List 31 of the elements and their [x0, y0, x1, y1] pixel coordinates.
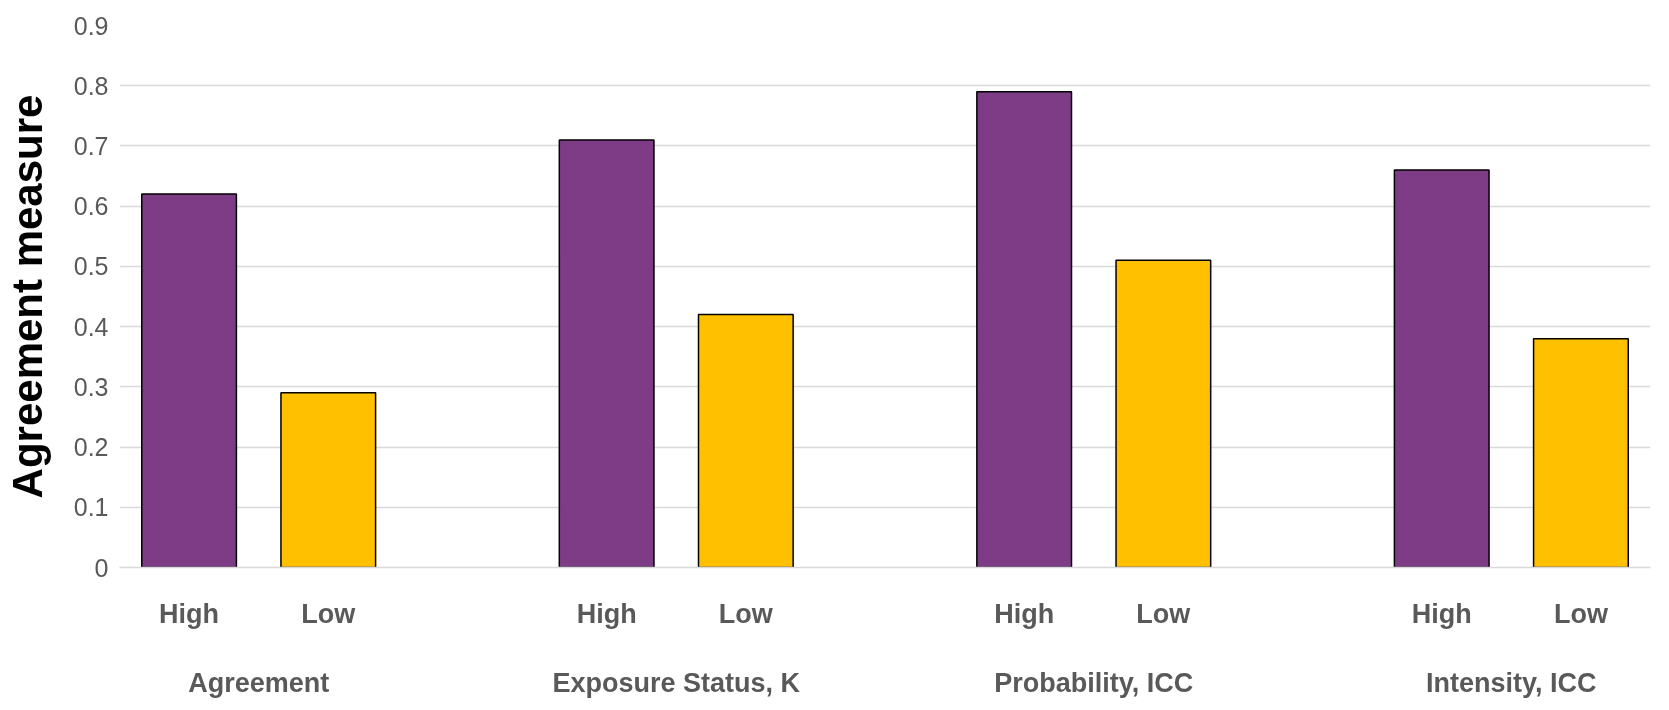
x-tick-label: High	[1411, 598, 1472, 629]
y-tick-label: 0.9	[73, 11, 109, 40]
x-tick-label: Low	[1553, 598, 1609, 629]
bar	[1393, 169, 1490, 568]
text: Probability, ICC	[994, 667, 1194, 698]
text: Agreement	[188, 667, 330, 698]
bar	[558, 139, 655, 568]
x-tick-label: Low	[1136, 598, 1192, 629]
bar	[141, 193, 238, 568]
y-tick-label: 0.6	[73, 192, 109, 221]
x-tick-label: High	[576, 598, 637, 629]
x-tick-label: High	[994, 598, 1055, 629]
bar	[697, 313, 794, 568]
x-tick-label: Low	[301, 598, 357, 629]
y-tick-label: 0.1	[73, 493, 109, 522]
y-tick-label: 0.7	[73, 131, 109, 160]
y-tick-label: 0	[94, 553, 109, 582]
bar	[1532, 337, 1629, 568]
y-axis-title: Agreement measure	[3, 94, 51, 499]
y-tick-label: 0.5	[73, 252, 109, 281]
y-tick-label: 0.8	[73, 71, 109, 100]
bar	[280, 392, 377, 568]
y-tick-label: 0.3	[73, 372, 109, 401]
text: Intensity, ICC	[1426, 667, 1597, 698]
y-tick-label: 0.4	[73, 312, 109, 341]
bar	[1115, 259, 1212, 568]
x-tick-label: Low	[718, 598, 774, 629]
y-tick-label: 0.2	[73, 433, 109, 462]
bar	[976, 90, 1073, 568]
text: Exposure Status, K	[552, 667, 801, 698]
x-tick-label: High	[159, 598, 220, 629]
